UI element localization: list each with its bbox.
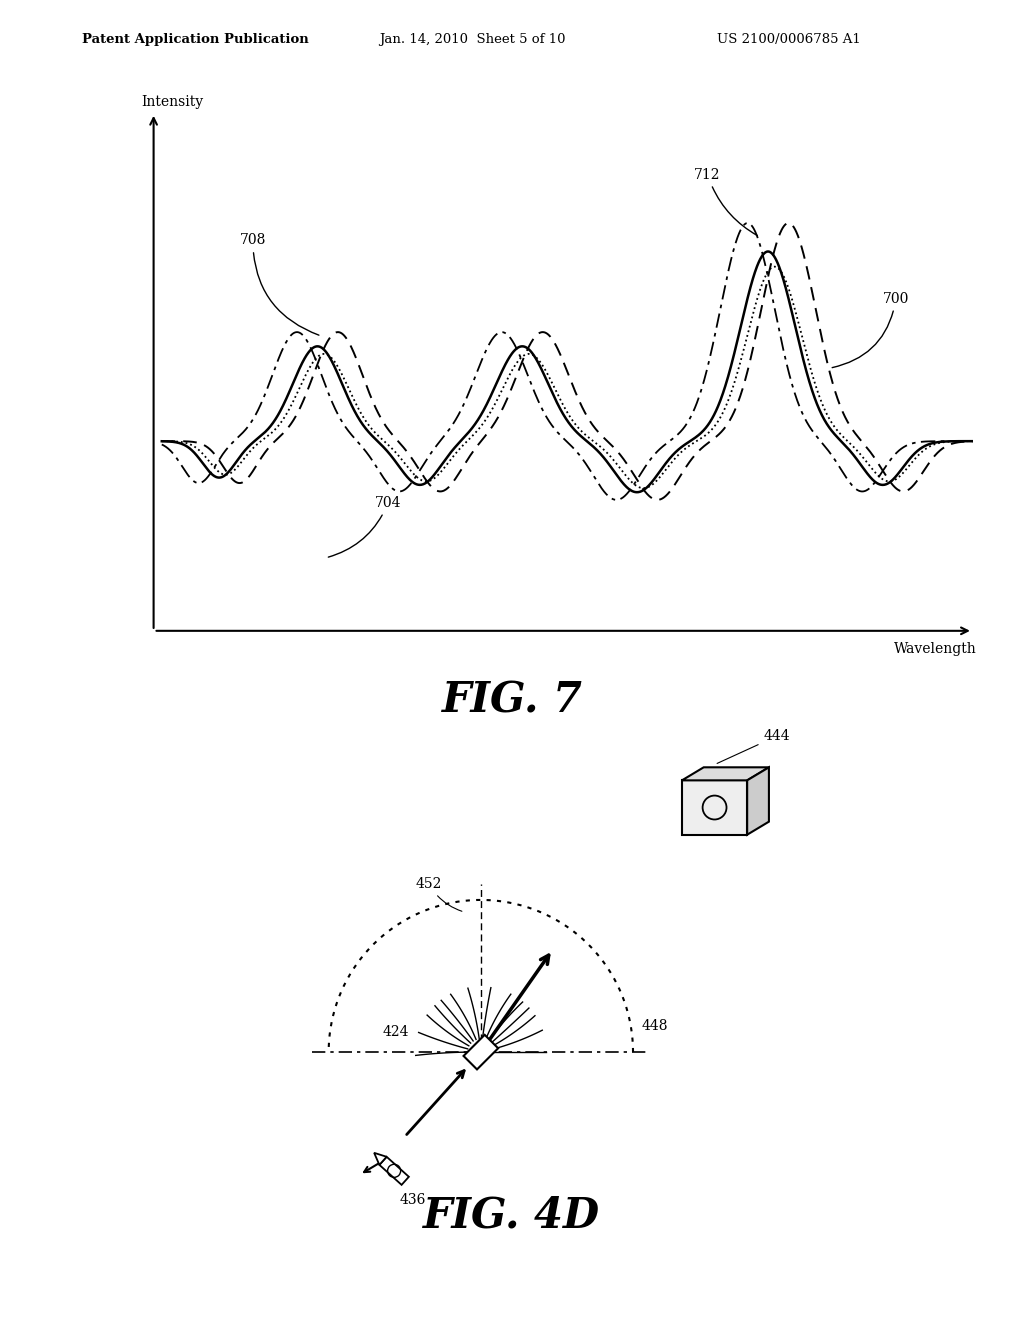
Text: 704: 704 <box>329 496 401 557</box>
Polygon shape <box>682 780 748 834</box>
Text: 424: 424 <box>383 1024 410 1039</box>
Polygon shape <box>374 1152 387 1164</box>
Text: US 2100/0006785 A1: US 2100/0006785 A1 <box>717 33 860 46</box>
Text: Wavelength: Wavelength <box>894 643 977 656</box>
Text: Jan. 14, 2010  Sheet 5 of 10: Jan. 14, 2010 Sheet 5 of 10 <box>379 33 565 46</box>
Text: 452: 452 <box>416 876 462 911</box>
Polygon shape <box>379 1156 409 1185</box>
Text: 712: 712 <box>694 168 758 235</box>
Text: Patent Application Publication: Patent Application Publication <box>82 33 308 46</box>
Text: 436: 436 <box>399 1193 426 1208</box>
Text: Intensity: Intensity <box>141 95 204 108</box>
Text: 700: 700 <box>833 292 909 368</box>
Polygon shape <box>682 767 769 780</box>
Text: FIG. 4D: FIG. 4D <box>424 1195 600 1237</box>
Text: FIG. 7: FIG. 7 <box>441 680 583 722</box>
Text: 448: 448 <box>641 1019 668 1034</box>
Polygon shape <box>748 767 769 834</box>
Text: 708: 708 <box>240 234 318 335</box>
Text: 444: 444 <box>717 729 791 763</box>
Polygon shape <box>464 1035 498 1069</box>
